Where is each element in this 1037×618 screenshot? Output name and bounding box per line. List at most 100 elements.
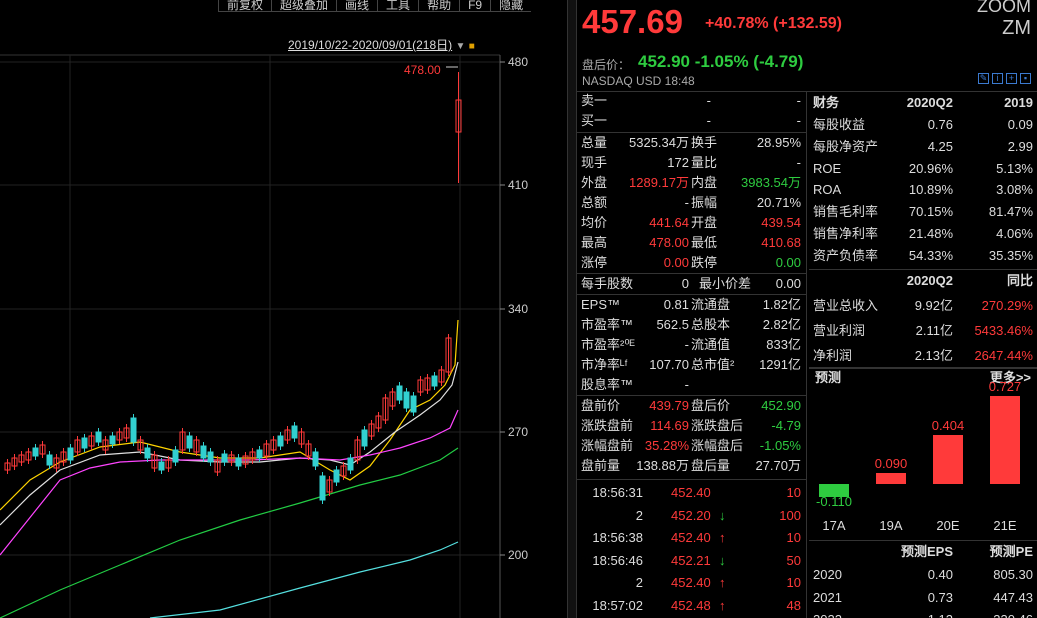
separator bbox=[809, 366, 1037, 369]
finance-value: 5.13% bbox=[996, 160, 1033, 176]
forecast-category: 17A bbox=[822, 518, 846, 533]
candle-body bbox=[445, 337, 452, 373]
stat-label: 外盘 bbox=[581, 175, 608, 190]
candle-body bbox=[81, 437, 88, 449]
lock-icon[interactable]: ■ bbox=[468, 41, 475, 52]
finance-value: 35.35% bbox=[988, 247, 1033, 263]
candle-body bbox=[144, 447, 151, 459]
stat-value: 107.70 bbox=[649, 357, 689, 372]
panel-divider[interactable] bbox=[567, 0, 577, 618]
date-range[interactable]: 2019/10/22-2020/09/01(218日) ▼ ■ bbox=[288, 36, 475, 53]
candle-body bbox=[417, 379, 424, 393]
orderbook-price: - bbox=[706, 93, 711, 108]
tick-row[interactable]: 18:56:46 452.21 ↓ 50 bbox=[581, 550, 806, 572]
menu-item-6[interactable]: 隐藏 bbox=[490, 0, 532, 12]
y-tick-label: 340 bbox=[508, 302, 528, 316]
prepost-row: 盘前价 439.79 盘后价 452.90 bbox=[581, 396, 806, 416]
stat-label: 现手 bbox=[581, 155, 608, 170]
finance-value: 5433.46% bbox=[974, 322, 1033, 338]
edit-icon[interactable]: ✎ bbox=[978, 73, 989, 84]
stat-label: 总量 bbox=[581, 135, 608, 150]
separator bbox=[577, 273, 806, 274]
tick-price: 452.20 bbox=[671, 507, 711, 523]
dropdown-icon[interactable]: ▼ bbox=[455, 41, 466, 52]
date-range-text[interactable]: 2019/10/22-2020/09/01(218日) bbox=[288, 38, 453, 52]
kline-chart[interactable]: 前复权 超级叠加 画线 工具 帮助 F9 隐藏 2019/10/22-2020/09/01(… bbox=[0, 0, 567, 618]
candle-body bbox=[214, 459, 221, 473]
candle-body bbox=[137, 439, 144, 451]
tick-row[interactable]: 2 452.20 ↓ 100 bbox=[581, 505, 806, 527]
stat-value: 3983.54万 bbox=[741, 175, 801, 190]
candle-body bbox=[347, 457, 354, 471]
stat-label: 市盈率™ bbox=[581, 317, 634, 332]
forecast-more-link[interactable]: 更多>> bbox=[989, 369, 1031, 385]
menu-item-3[interactable]: 工具 bbox=[377, 0, 419, 12]
add-icon[interactable]: + bbox=[1006, 73, 1017, 84]
finance-label: ROA bbox=[813, 182, 842, 198]
tick-volume: 48 bbox=[786, 598, 801, 613]
candle-body bbox=[228, 454, 235, 463]
stat-label: 流通盘 bbox=[691, 297, 731, 312]
candle-body bbox=[403, 391, 410, 409]
finance-value: 21.48% bbox=[908, 226, 953, 241]
forecast-table-col: 预测EPS bbox=[900, 544, 953, 559]
candle-body bbox=[102, 439, 109, 451]
tick-time: 18:57:02 bbox=[592, 598, 643, 613]
tick-row[interactable]: 18:56:31 452.40 10 bbox=[581, 482, 806, 504]
orderbook-volume: - bbox=[796, 93, 801, 108]
stat-label: 最高 bbox=[581, 235, 608, 250]
finance-label: 销售毛利率 bbox=[813, 204, 879, 220]
price-change: +40.78% (+132.59) bbox=[705, 15, 842, 32]
finance-header-col: 同比 bbox=[1006, 272, 1033, 288]
finance-row: ROA 10.89% 3.08% bbox=[813, 179, 1033, 201]
menu-item-1[interactable]: 超级叠加 bbox=[271, 0, 337, 12]
candle-body bbox=[298, 431, 305, 445]
tick-row[interactable]: 2 452.40 ↑ 10 bbox=[581, 572, 806, 594]
y-tick-label: 480 bbox=[508, 55, 528, 69]
stat-value: - bbox=[684, 337, 689, 352]
expand-icon[interactable]: ▪ bbox=[1020, 73, 1031, 84]
tick-arrow-icon: ↑ bbox=[719, 575, 726, 591]
tick-volume: 10 bbox=[786, 575, 801, 591]
stat-label: 盘后量 bbox=[691, 458, 731, 473]
finance-value: 4.06% bbox=[996, 226, 1033, 241]
finance-label: 销售净利率 bbox=[813, 226, 879, 241]
candle-body bbox=[18, 454, 25, 463]
tick-row[interactable]: 18:56:38 452.40 ↑ 10 bbox=[581, 527, 806, 549]
tick-row[interactable]: 18:57:02 452.48 ↑ 48 bbox=[581, 595, 806, 617]
finance-row: 每股净资产 4.25 2.99 bbox=[813, 136, 1033, 158]
candle-body bbox=[368, 423, 375, 437]
menu-item-5[interactable]: F9 bbox=[459, 0, 491, 12]
finance-value: 0.76 bbox=[927, 117, 953, 132]
exchange-line: NASDAQ USD 18:48 bbox=[582, 74, 695, 88]
stat-label: 总额 bbox=[581, 195, 608, 210]
candle-body bbox=[438, 369, 445, 383]
ma60-line bbox=[0, 447, 459, 618]
menu-item-4[interactable]: 帮助 bbox=[418, 0, 460, 12]
menu-item-2[interactable]: 画线 bbox=[336, 0, 378, 12]
tick-volume: 10 bbox=[786, 530, 801, 546]
tick-arrow-icon: ↓ bbox=[719, 507, 726, 523]
candle-body bbox=[263, 443, 270, 457]
candle-body bbox=[186, 435, 193, 449]
stat-label: 总市值² bbox=[691, 357, 735, 372]
toolbar-icons: ✎ i + ▪ bbox=[978, 73, 1031, 84]
info-icon[interactable]: i bbox=[992, 73, 1003, 84]
ratio-row: 市净率ᴸᶠ 107.70 总市值² 1291亿 bbox=[581, 355, 806, 375]
candle-body bbox=[410, 395, 417, 413]
ratio-row: 市盈率™ 562.5 总股本 2.82亿 bbox=[581, 315, 806, 335]
finance-value: 0.09 bbox=[1007, 117, 1033, 132]
menu-item-0[interactable]: 前复权 bbox=[218, 0, 272, 12]
stat-value: 138.88万 bbox=[636, 458, 689, 473]
orderbook-price: - bbox=[706, 113, 711, 128]
stat-value: 1289.17万 bbox=[629, 175, 689, 190]
finance-value: 2647.44% bbox=[974, 347, 1033, 363]
stat-value: 0.00 bbox=[775, 255, 801, 270]
stat-value: 172 bbox=[667, 155, 689, 170]
candle-body bbox=[207, 451, 214, 463]
stat-label: 盘前量 bbox=[581, 458, 621, 473]
finance-value: 81.47% bbox=[988, 204, 1033, 220]
finance-value: 2.11亿 bbox=[915, 322, 953, 338]
candle-body bbox=[74, 439, 81, 453]
y-tick-label: 410 bbox=[508, 178, 528, 192]
